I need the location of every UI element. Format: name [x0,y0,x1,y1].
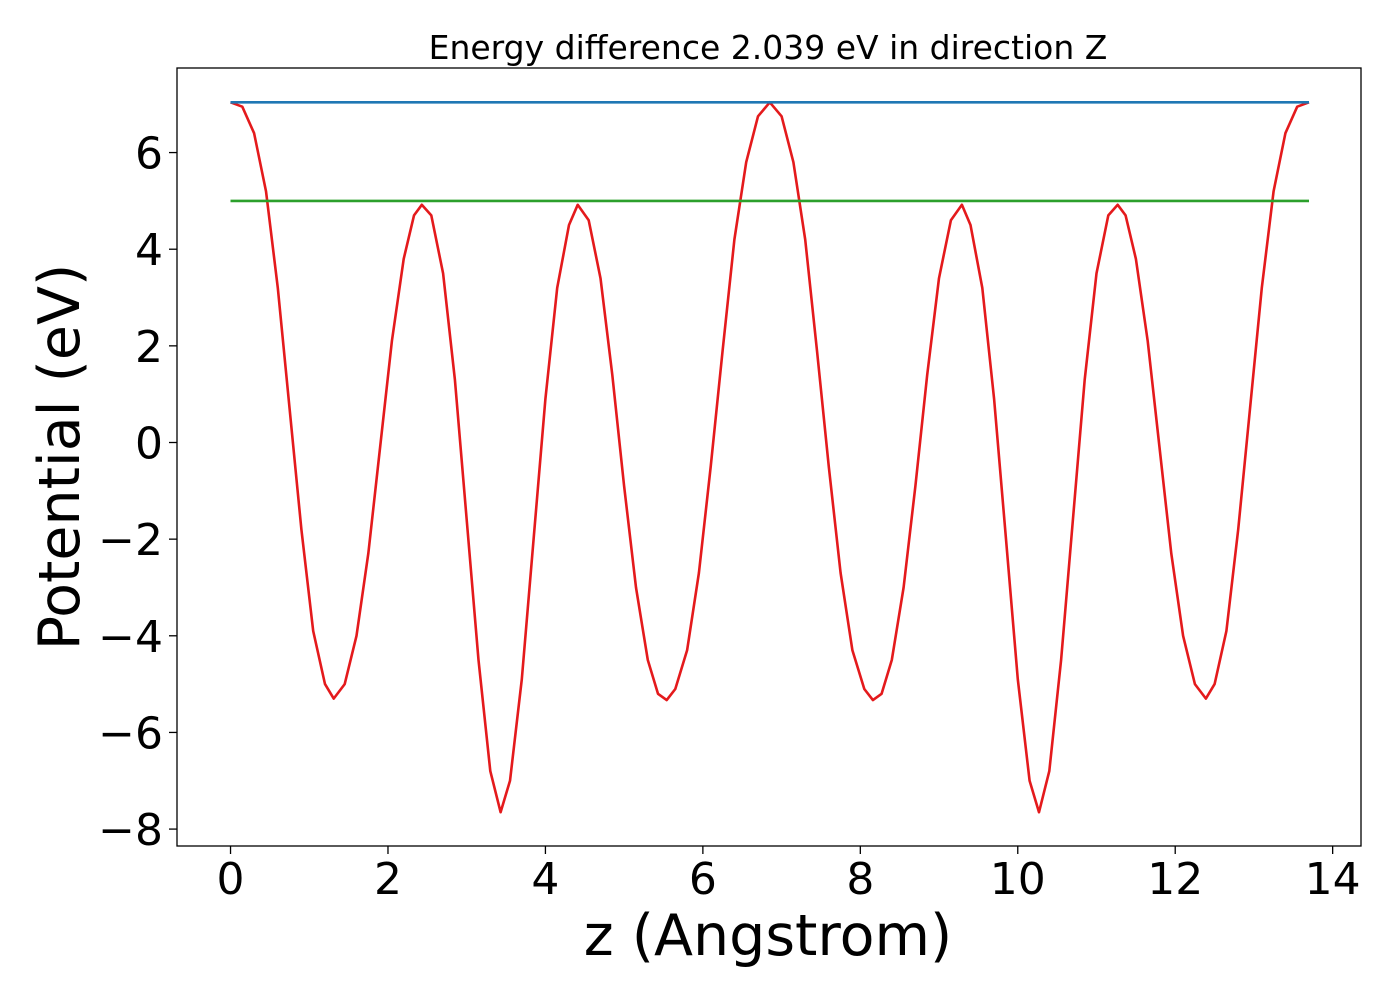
y-tick-label: 0 [135,419,163,470]
y-tick-label: 4 [135,225,163,276]
chart-title: Energy difference 2.039 eV in direction … [429,28,1108,67]
x-tick-label: 10 [990,854,1046,905]
x-tick-label: 4 [531,854,559,905]
plot-area [230,101,1310,814]
y-axis: −8 −6 −4 −2 0 2 4 6 [98,129,177,856]
y-tick-label: −4 [98,612,163,663]
x-axis-label: z (Angstrom) [584,903,952,969]
y-tick-label: 6 [135,129,163,180]
x-tick-label: 14 [1305,854,1361,905]
y-tick-label: −6 [98,708,163,759]
y-tick-label: −8 [98,805,163,856]
x-tick-label: 6 [689,854,717,905]
y-axis-label: Potential (eV) [27,264,93,650]
x-tick-label: 2 [374,854,402,905]
axes-frame [176,67,1362,847]
x-tick-label: 12 [1147,854,1203,905]
y-tick-label: −2 [98,515,163,566]
x-axis: 0 2 4 6 8 10 12 14 [217,846,1361,905]
y-tick-label: 2 [135,322,163,373]
x-tick-label: 0 [217,854,245,905]
x-tick-label: 8 [846,854,874,905]
